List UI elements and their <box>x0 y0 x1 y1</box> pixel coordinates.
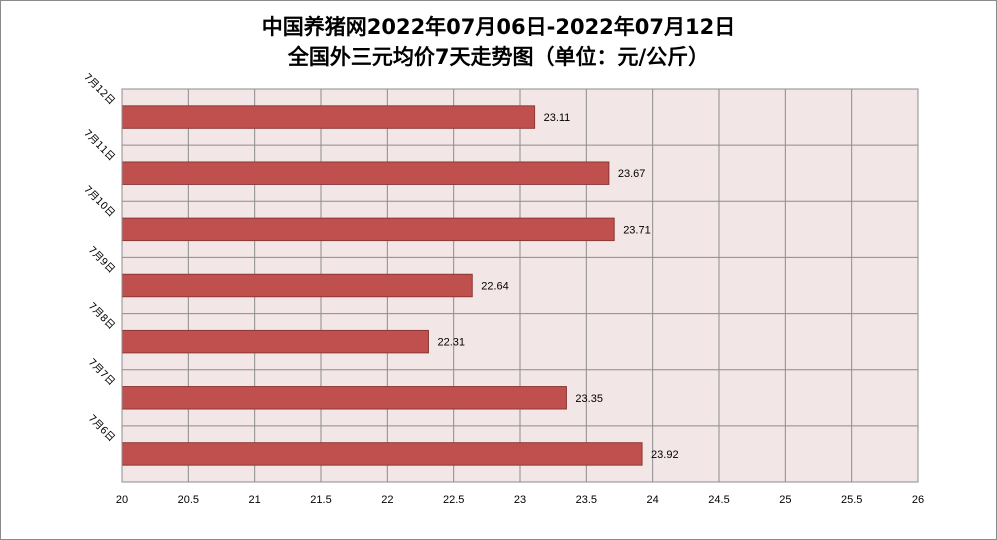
category-label: 7月10日 <box>81 183 117 219</box>
bar <box>121 217 615 242</box>
category-label: 7月12日 <box>81 71 117 107</box>
data-label: 23.71 <box>623 224 651 236</box>
x-tick-label: 21 <box>249 494 261 506</box>
chart-title-line1: 中国养猪网2022年07月06日-2022年07月12日 <box>261 15 736 39</box>
category-label: 7月9日 <box>86 244 118 276</box>
x-tick-label: 24.5 <box>708 494 729 506</box>
bar <box>121 442 643 466</box>
bar <box>121 105 536 129</box>
data-label: 22.31 <box>437 337 465 349</box>
bar <box>121 161 610 185</box>
x-tick-label: 20.5 <box>178 494 199 506</box>
bar <box>121 273 473 298</box>
data-label: 22.64 <box>481 281 509 293</box>
x-tick-label: 22.5 <box>443 494 464 506</box>
data-label: 23.92 <box>651 449 679 461</box>
chart-title-line2: 全国外三元均价7天走势图（单位：元/公斤） <box>287 45 710 69</box>
category-label: 7月8日 <box>86 300 118 332</box>
category-label: 7月6日 <box>86 412 118 444</box>
category-label: 7月7日 <box>86 356 118 388</box>
x-tick-label: 23.5 <box>576 494 597 506</box>
x-tick-label: 25 <box>779 494 791 506</box>
data-label: 23.11 <box>544 112 571 124</box>
x-tick-label: 22 <box>381 494 393 506</box>
x-tick-label: 25.5 <box>841 494 862 506</box>
x-tick-label: 20 <box>116 494 128 506</box>
x-tick-label: 24 <box>647 494 659 506</box>
bar <box>121 329 429 354</box>
data-label: 23.67 <box>618 168 646 180</box>
plot-border <box>121 88 919 483</box>
x-tick-label: 26 <box>912 494 924 506</box>
category-label: 7月11日 <box>81 127 117 163</box>
data-label: 23.35 <box>575 393 603 405</box>
bar <box>121 386 567 410</box>
x-tick-label: 23 <box>514 494 526 506</box>
x-tick-label: 21.5 <box>310 494 331 506</box>
